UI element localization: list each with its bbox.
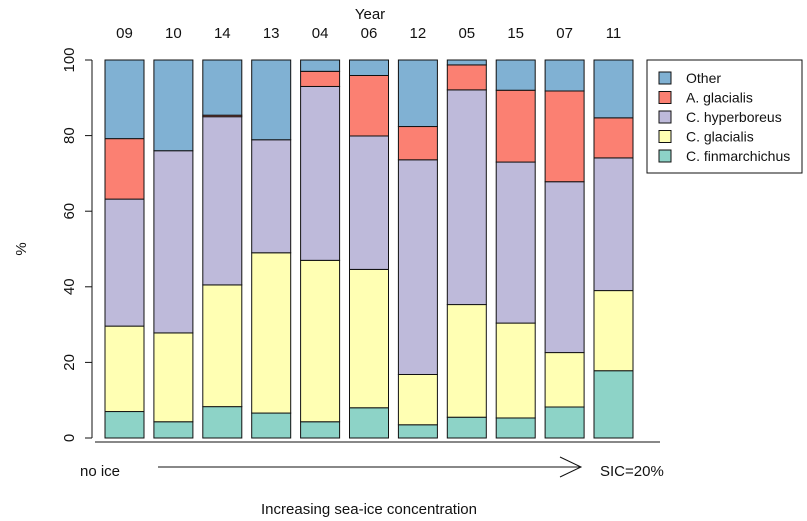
bar-segment-07-c-finmarchichus [544, 406, 585, 439]
bar-segment-13-c-hyperboreus [251, 139, 292, 254]
direction-arrow [158, 456, 583, 478]
y-tick-label-40: 40 [61, 278, 78, 295]
category-label-04: 04 [312, 25, 329, 42]
bar-segment-11-c-glacialis [593, 290, 634, 372]
category-label-15: 15 [507, 25, 524, 42]
category-label-09: 09 [116, 25, 133, 42]
bar-segment-10-other [153, 59, 194, 152]
category-label-14: 14 [214, 25, 231, 42]
bar-segment-09-c-glacialis [104, 325, 145, 413]
y-tick-label-100: 100 [61, 47, 78, 72]
caption: Increasing sea-ice concentration [261, 501, 477, 518]
bar-segment-14-c-hyperboreus [202, 116, 243, 286]
bar-segment-04-other [300, 59, 341, 72]
bar-segment-09-c-finmarchichus [104, 411, 145, 439]
bar-segment-12-other [397, 59, 438, 128]
bar-segment-10-c-finmarchichus [153, 421, 194, 439]
bar-segment-09-c-hyperboreus [104, 198, 145, 327]
legend-label: C. finmarchichus [686, 148, 790, 164]
bar-segment-13-c-glacialis [251, 252, 292, 414]
bar-segment-06-other [349, 59, 389, 76]
legend-label: C. glacialis [686, 129, 754, 145]
bar-segment-14-c-finmarchichus [202, 406, 243, 439]
bar-segment-11-c-finmarchichus [593, 370, 634, 439]
bar-segment-15-other [495, 59, 536, 91]
bar-segment-09-other [104, 59, 145, 140]
bar-segment-12-c-glacialis [397, 373, 438, 426]
y-tick-label-60: 60 [61, 203, 78, 220]
bar-segment-14-other [202, 59, 243, 116]
bar-segment-06-c-glacialis [349, 268, 389, 409]
category-label-11: 11 [606, 25, 622, 42]
top-axis-title: Year [355, 6, 385, 23]
bar-segment-13-c-finmarchichus [251, 412, 292, 439]
bar-segment-06-c-finmarchichus [349, 407, 389, 439]
bar-segment-12-c-hyperboreus [397, 159, 438, 375]
legend-swatch [658, 130, 672, 143]
bar-segment-10-c-hyperboreus [153, 150, 194, 334]
sic-label: SIC=20% [600, 463, 664, 480]
bar-segment-14-c-glacialis [202, 284, 243, 408]
bar-segment-05-a-glacialis [446, 64, 487, 91]
category-label-07: 07 [556, 25, 573, 42]
bar-segment-10-c-glacialis [153, 332, 194, 423]
bar-segment-07-other [544, 59, 585, 92]
bar-segment-05-other [446, 59, 487, 66]
category-label-10: 10 [165, 25, 182, 42]
category-label-05: 05 [458, 25, 475, 42]
legend-swatch [658, 110, 672, 124]
bar-segment-13-other [251, 59, 292, 141]
bar-segment-15-c-finmarchichus [495, 417, 536, 439]
y-axis-label: % [13, 242, 30, 255]
bar-segment-05-c-glacialis [446, 304, 487, 418]
bar-segment-15-c-glacialis [495, 322, 536, 419]
category-label-12: 12 [410, 25, 427, 42]
no-ice-label: no ice [80, 463, 120, 480]
bar-segment-06-a-glacialis [349, 74, 389, 137]
top-category-labels: 09 10 14 13 04 06 12 05 15 07 11 [116, 25, 621, 42]
bar-segment-04-c-finmarchichus [300, 421, 341, 439]
legend-label: Other [686, 70, 721, 86]
category-label-06: 06 [361, 25, 378, 42]
y-tick-label-0: 0 [61, 434, 78, 442]
legend-swatch [658, 71, 672, 85]
bar-segment-05-c-hyperboreus [446, 89, 487, 306]
bars-group [104, 59, 634, 439]
bar-segment-04-c-glacialis [300, 259, 341, 423]
legend-label: A. glacialis [686, 90, 753, 106]
y-tick-label-80: 80 [61, 127, 78, 144]
bar-segment-15-c-hyperboreus [495, 161, 536, 324]
bar-segment-07-c-glacialis [544, 352, 585, 408]
y-tick-label-20: 20 [61, 354, 78, 371]
bar-segment-04-c-hyperboreus [300, 85, 341, 261]
bar-segment-04-a-glacialis [300, 70, 341, 87]
legend-box [646, 59, 803, 174]
legend-label: C. hyperboreus [686, 109, 782, 125]
category-label-13: 13 [263, 25, 280, 42]
y-axis: 0 20 40 60 80 100 [61, 47, 93, 442]
legend-swatch [658, 91, 672, 104]
bar-segment-15-a-glacialis [495, 89, 536, 163]
bar-segment-11-other [593, 59, 634, 119]
bar-segment-11-a-glacialis [593, 117, 634, 159]
bar-segment-09-a-glacialis [104, 138, 145, 200]
bar-segment-07-a-glacialis [544, 90, 585, 183]
bar-segment-06-c-hyperboreus [349, 135, 389, 270]
bar-segment-07-c-hyperboreus [544, 181, 585, 354]
bar-segment-12-c-finmarchichus [397, 424, 438, 439]
legend-swatch [658, 149, 672, 163]
bar-segment-12-a-glacialis [397, 126, 438, 161]
bar-segment-11-c-hyperboreus [593, 157, 634, 292]
legend: Other A. glacialis C. hyperboreus C. glacia… [646, 59, 803, 174]
bar-segment-05-c-finmarchichus [446, 416, 487, 439]
